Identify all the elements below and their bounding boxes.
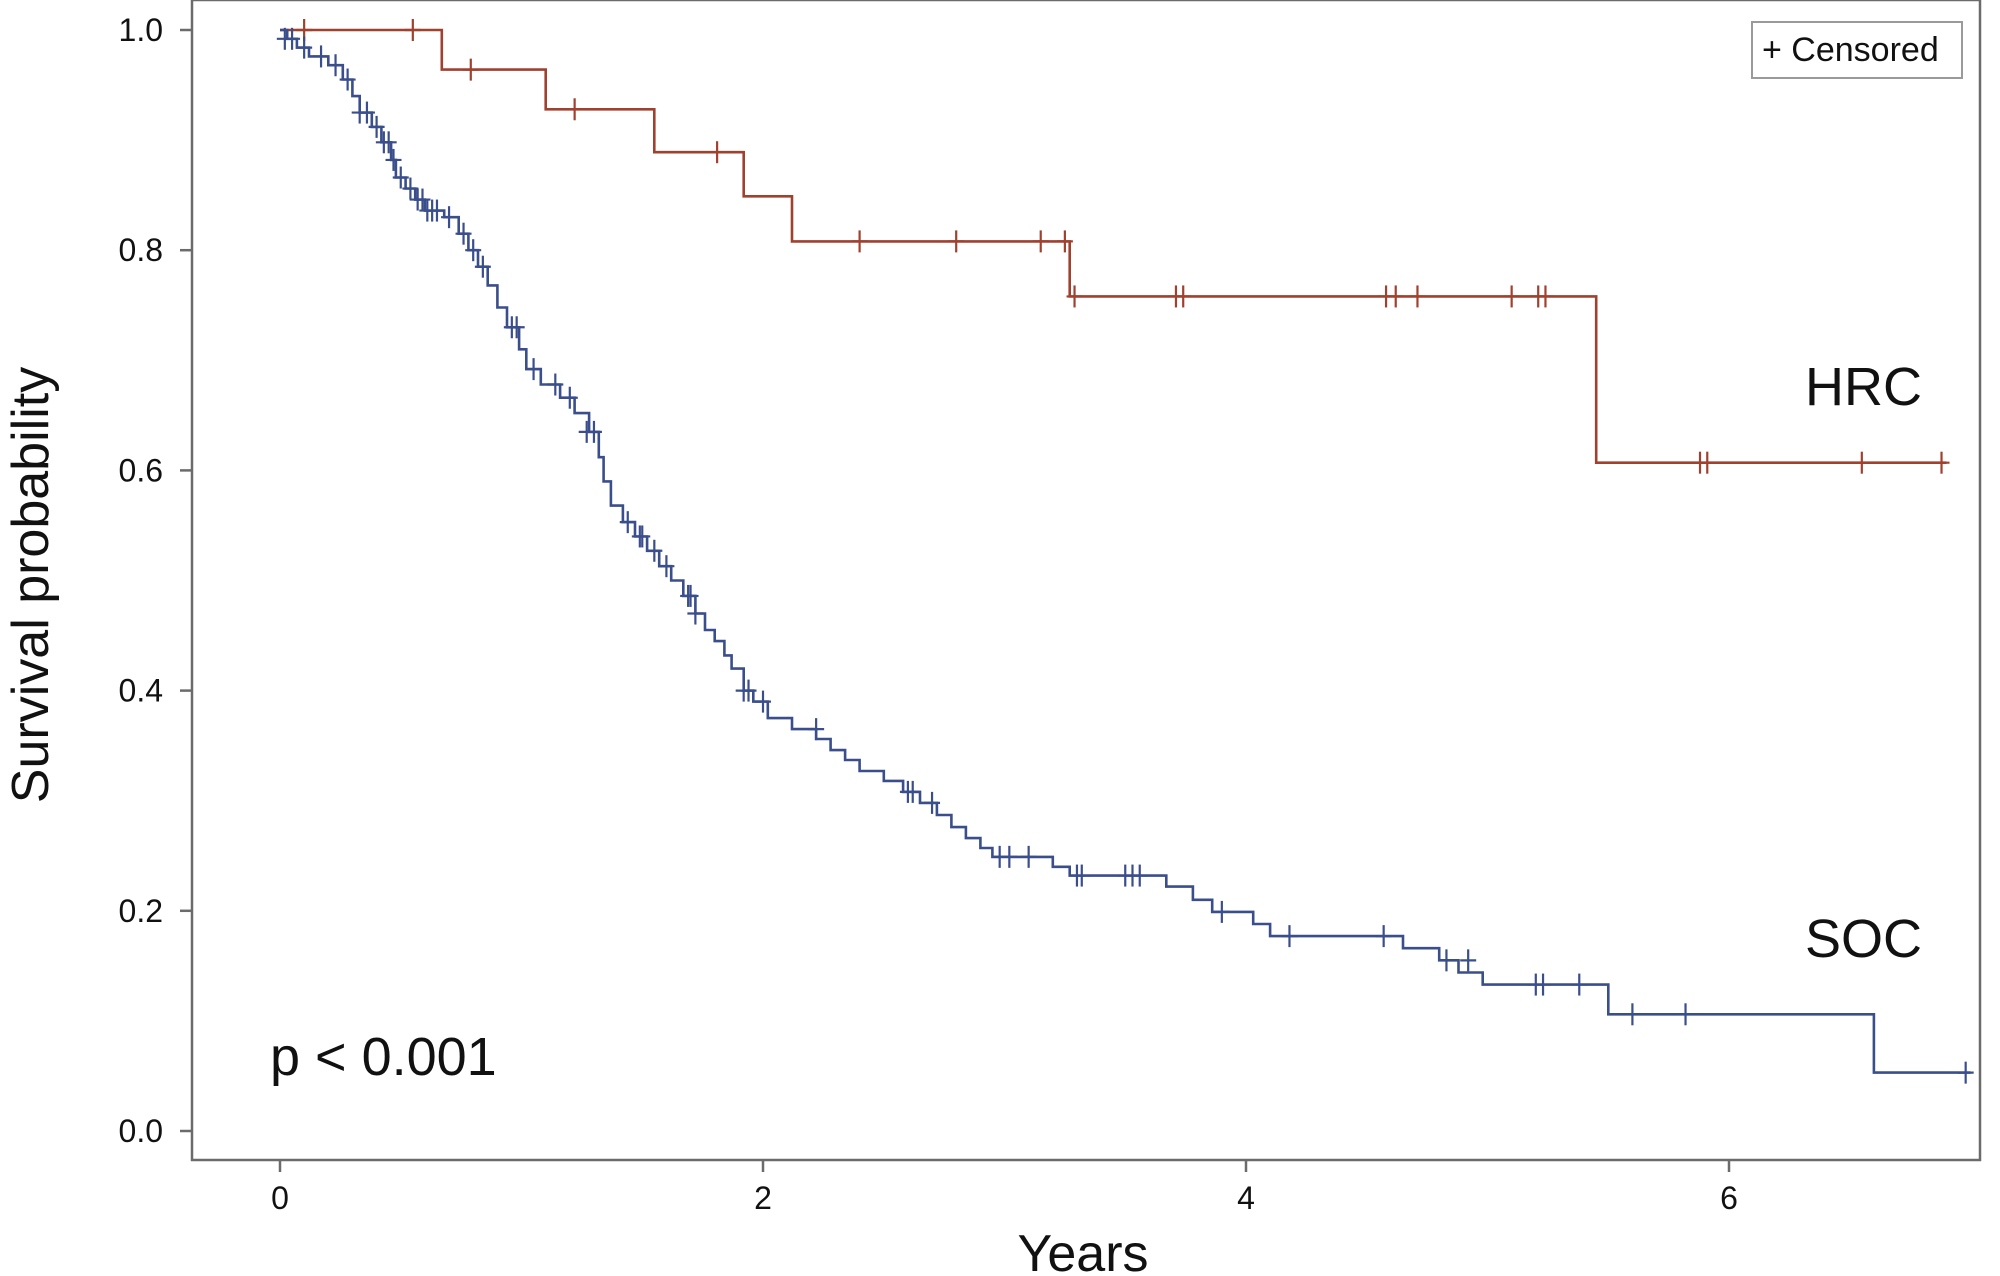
km-curve-soc	[280, 28, 1971, 1074]
series-label-soc: SOC	[1805, 909, 1922, 969]
y-axis-title: Survival probability	[2, 367, 60, 803]
x-axis-title: Years	[1017, 1225, 1148, 1276]
y-tick-label: 1.0	[119, 12, 163, 48]
y-axis: 0.0 0.2 0.4 0.6 0.8 1.0	[119, 12, 192, 1149]
series-label-hrc: HRC	[1805, 357, 1922, 417]
series-layer	[276, 19, 1974, 1084]
series-hrc	[280, 19, 1950, 474]
legend-label: + Censored	[1762, 31, 1939, 69]
x-tick-label: 4	[1237, 1180, 1255, 1216]
x-tick-label: 2	[754, 1180, 772, 1216]
plot-frame	[190, 0, 1982, 1162]
y-tick-label: 0.2	[119, 893, 163, 929]
series-soc	[276, 27, 1974, 1084]
x-tick-label: 6	[1720, 1180, 1738, 1216]
p-value-annotation: p < 0.001	[270, 1027, 497, 1087]
x-tick-label: 0	[271, 1180, 289, 1216]
km-curve-hrc	[280, 28, 1947, 464]
y-tick-label: 0.6	[119, 452, 163, 488]
legend: + Censored	[1751, 21, 1963, 79]
x-axis: 0 2 4 6	[271, 1160, 1738, 1216]
legend-box	[1751, 21, 1963, 79]
y-tick-label: 0.8	[119, 232, 163, 268]
y-tick-label: 0.4	[119, 673, 163, 709]
y-tick-label: 0.0	[119, 1113, 163, 1149]
